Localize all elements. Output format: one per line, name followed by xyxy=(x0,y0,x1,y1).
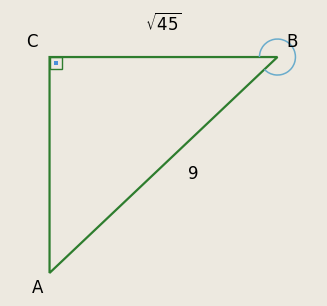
Text: C: C xyxy=(26,33,37,51)
Text: B: B xyxy=(287,33,298,51)
Text: 9: 9 xyxy=(188,165,199,183)
Text: $\sqrt{45}$: $\sqrt{45}$ xyxy=(145,13,182,35)
Text: A: A xyxy=(32,279,43,297)
